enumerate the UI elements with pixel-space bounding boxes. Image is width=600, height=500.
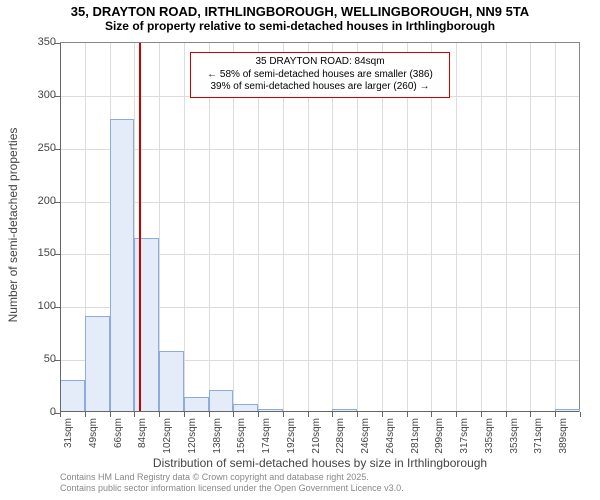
x-tick-mark [456, 412, 457, 417]
x-tick-mark [209, 412, 210, 417]
x-tick-label: 120sqm [187, 418, 198, 454]
x-axis-label: Distribution of semi-detached houses by … [60, 456, 580, 470]
x-tick-mark [60, 412, 61, 417]
attribution-line-1: Contains HM Land Registry data © Crown c… [60, 472, 404, 483]
x-tick-mark [332, 412, 333, 417]
x-tick-label: 192sqm [286, 418, 297, 454]
annotation-line-1: 35 DRAYTON ROAD: 84sqm [197, 56, 443, 69]
annotation-box: 35 DRAYTON ROAD: 84sqm ← 58% of semi-det… [190, 52, 450, 98]
x-tick-mark [159, 412, 160, 417]
annotation-line-2: ← 58% of semi-detached houses are smalle… [197, 69, 443, 82]
y-tick-label: 100 [38, 300, 56, 312]
x-tick-mark [184, 412, 185, 417]
x-tick-label: 84sqm [137, 418, 148, 448]
gridline-v [209, 43, 210, 412]
x-tick-mark [134, 412, 135, 417]
x-tick-label: 174sqm [261, 418, 272, 454]
attribution-text: Contains HM Land Registry data © Crown c… [60, 472, 404, 494]
gridline-v [258, 43, 259, 412]
x-tick-label: 264sqm [385, 418, 396, 454]
y-tick-label: 300 [38, 89, 56, 101]
x-tick-mark [530, 412, 531, 417]
histogram-bar [85, 316, 110, 412]
x-tick-mark [506, 412, 507, 417]
x-tick-label: 228sqm [335, 418, 346, 454]
x-tick-label: 138sqm [212, 418, 223, 454]
x-tick-mark [580, 412, 581, 417]
x-tick-label: 299sqm [434, 418, 445, 454]
histogram-bar [159, 351, 184, 412]
x-tick-mark [233, 412, 234, 417]
y-tick-label: 150 [38, 247, 56, 259]
y-tick-label: 200 [38, 195, 56, 207]
histogram-bar [110, 119, 135, 412]
x-tick-mark [431, 412, 432, 417]
gridline-v [233, 43, 234, 412]
x-tick-mark [308, 412, 309, 417]
gridline-v [530, 43, 531, 412]
plot-area: 35 DRAYTON ROAD: 84sqm ← 58% of semi-det… [60, 42, 580, 412]
x-tick-label: 31sqm [63, 418, 74, 448]
x-tick-label: 317sqm [459, 418, 470, 454]
y-tick-label: 250 [38, 142, 56, 154]
x-tick-mark [481, 412, 482, 417]
marker-line [139, 43, 141, 412]
gridline-v [184, 43, 185, 412]
x-tick-label: 49sqm [88, 418, 99, 448]
x-tick-mark [110, 412, 111, 417]
x-tick-label: 210sqm [311, 418, 322, 454]
y-axis-line [60, 43, 61, 412]
x-tick-labels: 31sqm 49sqm 66sqm 84sqm 102sqm 120sqm 138sqm 15… [60, 412, 580, 457]
x-tick-mark [382, 412, 383, 417]
gridline-v [407, 43, 408, 412]
x-tick-mark [555, 412, 556, 417]
y-tick-labels: 050100150200250300350 [0, 42, 60, 412]
gridline-v [506, 43, 507, 412]
histogram-bar [60, 380, 85, 412]
x-tick-label: 353sqm [509, 418, 520, 454]
x-tick-label: 389sqm [558, 418, 569, 454]
x-tick-label: 335sqm [484, 418, 495, 454]
gridline-v [308, 43, 309, 412]
title-line-2: Size of property relative to semi-detach… [0, 19, 600, 35]
gridline-v [332, 43, 333, 412]
gridline-v [283, 43, 284, 412]
y-tick-label: 50 [44, 353, 56, 365]
histogram-bar [209, 390, 234, 412]
gridline-v [357, 43, 358, 412]
x-tick-mark [258, 412, 259, 417]
x-tick-label: 102sqm [162, 418, 173, 454]
x-tick-label: 281sqm [410, 418, 421, 454]
histogram-bar [184, 397, 209, 412]
x-tick-mark [357, 412, 358, 417]
x-tick-label: 156sqm [236, 418, 247, 454]
x-tick-mark [85, 412, 86, 417]
x-tick-label: 66sqm [113, 418, 124, 448]
gridline-v [456, 43, 457, 412]
gridline-v [382, 43, 383, 412]
y-tick-label: 0 [50, 406, 56, 418]
title-line-1: 35, DRAYTON ROAD, IRTHLINGBOROUGH, WELLI… [0, 0, 600, 19]
chart-container: 35, DRAYTON ROAD, IRTHLINGBOROUGH, WELLI… [0, 0, 600, 500]
gridline-v [481, 43, 482, 412]
annotation-line-3: 39% of semi-detached houses are larger (… [197, 81, 443, 94]
attribution-line-2: Contains public sector information licen… [60, 483, 404, 494]
x-tick-mark [283, 412, 284, 417]
y-tick-label: 350 [38, 36, 56, 48]
gridline-v [555, 43, 556, 412]
x-tick-label: 371sqm [533, 418, 544, 454]
x-tick-label: 246sqm [360, 418, 371, 454]
gridline-v [431, 43, 432, 412]
x-tick-mark [407, 412, 408, 417]
